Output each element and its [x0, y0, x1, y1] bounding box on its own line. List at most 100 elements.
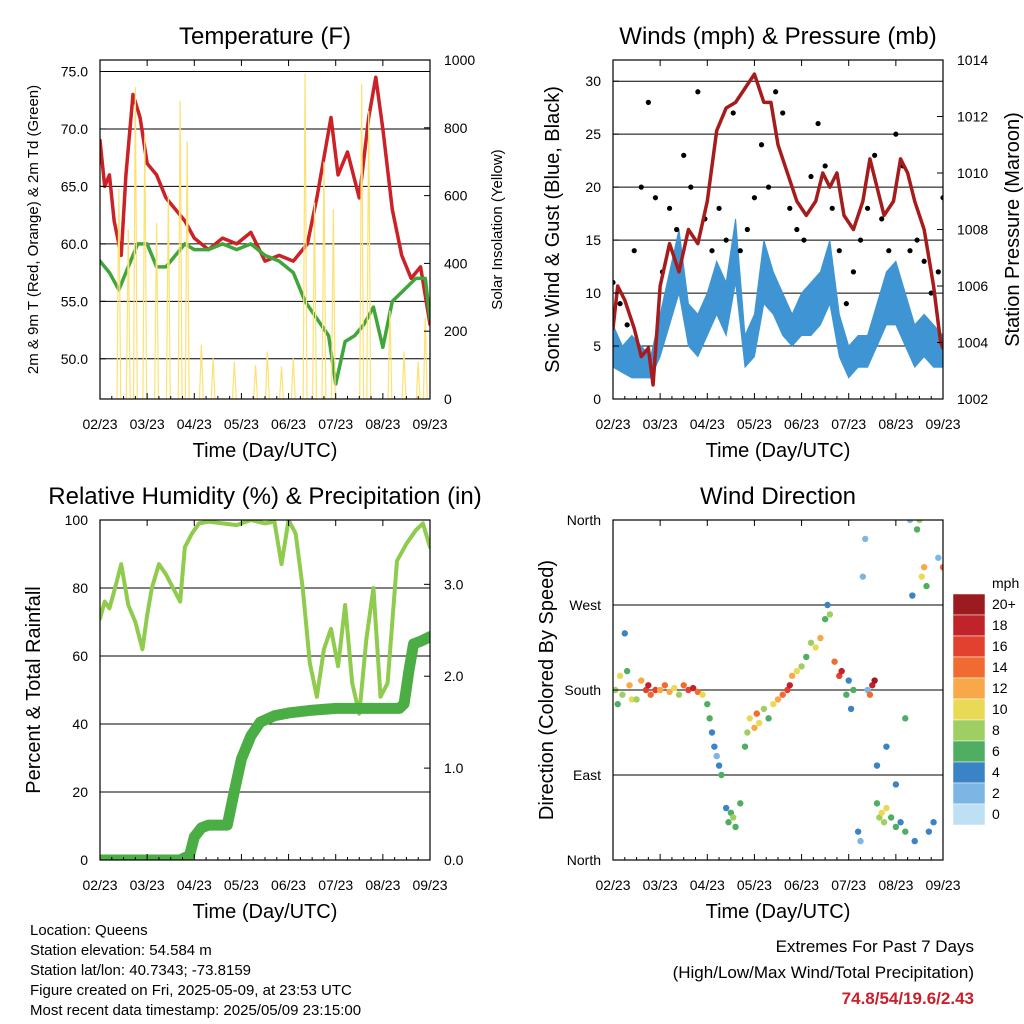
winds-gust-point — [631, 248, 637, 254]
winds-xtick-label: 06/23 — [784, 416, 819, 432]
temperature-solar-insolation-spike — [302, 73, 308, 399]
wind-direction-point — [892, 781, 900, 788]
winds-gust-point — [864, 205, 871, 211]
wind-direction-point — [817, 634, 824, 642]
temperature-xtick-label: 02/23 — [82, 416, 117, 432]
wind-direction-point — [911, 837, 918, 845]
wind-direction-point — [711, 743, 718, 750]
temperature-solar-insolation-spike — [264, 351, 270, 399]
wind-direction-colorbar-swatch — [952, 719, 986, 742]
wind-direction-colorbar-label: 20+ — [992, 596, 1016, 612]
wind-direction-point — [727, 809, 735, 816]
temperature-solar-insolation-spike — [142, 134, 148, 399]
humidity-xlabel: Time (Day/UTC) — [193, 901, 338, 923]
wind-direction-colorbar-label: 10 — [992, 701, 1008, 717]
wind-direction-colorbar-label: 4 — [992, 764, 1000, 780]
temperature-solar-insolation-spike — [253, 365, 259, 399]
winds-ytick-label: 5 — [593, 338, 601, 354]
wind-direction-point — [652, 686, 659, 694]
wind-direction-point — [645, 682, 652, 689]
wind-direction-point — [878, 809, 885, 816]
wind-direction-plot-area — [613, 520, 943, 845]
wind-direction-point — [671, 684, 678, 692]
wind-direction-point — [616, 672, 624, 680]
wind-direction-ytick-label: East — [573, 767, 601, 783]
winds-xtick-label: 03/23 — [643, 416, 678, 432]
wind-direction-point — [793, 667, 801, 675]
station-location: Location: Queens — [30, 922, 148, 939]
wind-direction-point — [730, 814, 737, 821]
wind-direction-point — [906, 520, 914, 524]
winds-xtick-label: 04/23 — [690, 416, 725, 432]
winds-gust-point — [765, 184, 772, 190]
winds-xtick-label: 02/23 — [595, 416, 630, 432]
winds-gust-point — [794, 226, 800, 233]
wind-direction-xtick-label: 02/23 — [595, 877, 630, 893]
wind-direction-ytick-label: North — [567, 512, 601, 528]
temperature-ytick-label: 60.0 — [61, 236, 88, 252]
temperature-solar-insolation-spike — [165, 195, 171, 399]
wind-direction-point — [826, 611, 834, 618]
winds-y2tick-label: 1002 — [957, 391, 988, 407]
temperature-2m-t-line — [100, 75, 430, 327]
winds-gust-point — [723, 237, 729, 243]
wind-direction-point — [751, 724, 758, 731]
wind-direction-point — [930, 819, 937, 826]
winds-gust-point — [617, 301, 623, 307]
winds-y2label: Station Pressure (Maroon) — [1002, 112, 1024, 347]
wind-direction-point — [638, 677, 645, 684]
wind-direction-colorbar-swatch — [952, 614, 986, 637]
wind-direction-colorbar-swatch — [952, 635, 986, 658]
wind-direction-point — [704, 700, 711, 708]
humidity-y2tick-label: 0.0 — [444, 852, 464, 868]
temperature-y2tick-label: 600 — [444, 188, 468, 204]
wind-direction-point — [744, 729, 751, 736]
winds-gust-point — [907, 248, 913, 254]
temperature-xtick-label: 07/23 — [318, 416, 353, 432]
wind-direction-point — [869, 682, 876, 689]
winds-gust-point — [681, 152, 687, 158]
temperature-y2label: Solar Insolation (Yellow) — [489, 149, 506, 309]
wind-direction-point — [755, 719, 763, 727]
wind-direction-colorbar-label: 2 — [992, 785, 1000, 801]
winds-gust-point — [893, 131, 899, 137]
humidity-ytick-label: 100 — [65, 512, 89, 528]
wind-direction-point — [923, 582, 930, 590]
temperature-y2tick-label: 0 — [444, 391, 452, 407]
wind-direction-colorbar-label: 14 — [992, 659, 1008, 675]
wind-direction-point — [760, 705, 768, 713]
winds-gust-point — [914, 237, 920, 243]
wind-direction-point — [706, 715, 713, 722]
wind-direction-title: Wind Direction — [700, 483, 856, 510]
wind-direction-point — [843, 691, 850, 698]
extremes-block: Extremes For Past 7 Days (High/Low/Max W… — [673, 934, 974, 1012]
wind-direction-colorbar-swatch — [952, 656, 986, 679]
winds-gust-point — [940, 195, 943, 201]
temperature-xtick-label: 09/23 — [412, 416, 447, 432]
temperature-solar-insolation-spike — [177, 100, 183, 399]
temperature-ytick-label: 75.0 — [61, 63, 88, 79]
winds-gust-point — [921, 258, 927, 264]
wind-direction-xtick-label: 08/23 — [878, 877, 913, 893]
wind-direction-point — [925, 828, 933, 835]
humidity-xtick-label: 06/23 — [271, 877, 306, 893]
winds-gust-point — [822, 163, 828, 169]
temperature-y2tick-label: 800 — [444, 120, 468, 136]
winds-xtick-label: 07/23 — [831, 416, 866, 432]
temperature-xlabel: Time (Day/UTC) — [193, 440, 338, 462]
wind-direction-point — [779, 691, 786, 698]
wind-direction-point — [902, 715, 909, 722]
temperature-solar-insolation-spike — [415, 361, 421, 399]
temperature-solar-insolation-spike — [401, 351, 407, 399]
temperature-xtick-label: 08/23 — [365, 416, 400, 432]
wind-direction-point — [836, 672, 843, 680]
humidity-ytick-label: 0 — [80, 852, 88, 868]
wind-direction-point — [887, 814, 895, 821]
wind-direction-point — [753, 710, 760, 717]
winds-y2tick-label: 1010 — [957, 165, 988, 181]
temperature-y2tick-label: 1000 — [444, 52, 475, 68]
wind-direction-colorbar-label: 0 — [992, 806, 1000, 822]
temperature-xtick-label: 06/23 — [271, 416, 306, 432]
wind-direction-point — [831, 658, 838, 665]
